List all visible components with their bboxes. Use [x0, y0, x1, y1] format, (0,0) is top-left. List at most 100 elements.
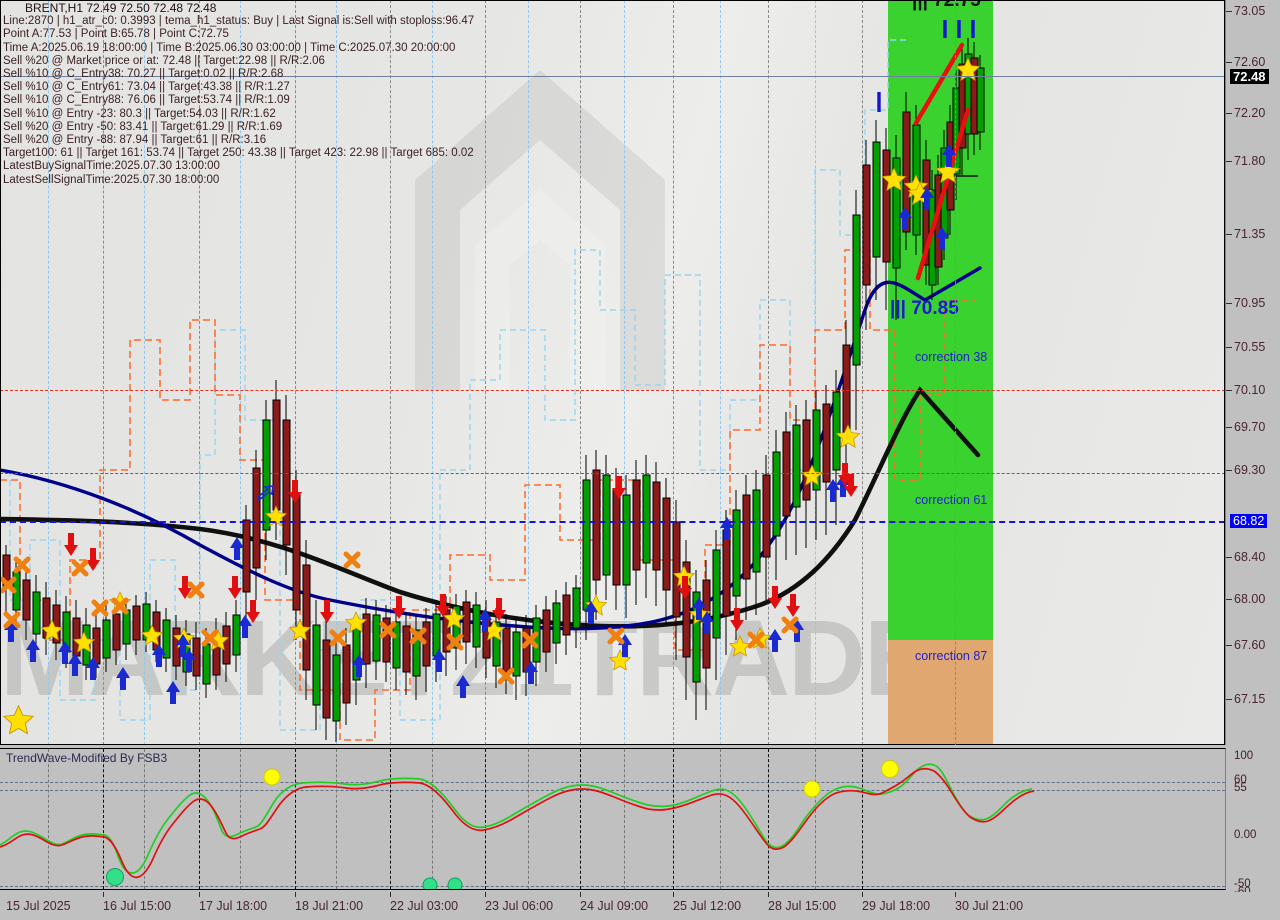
indicator-buy-dot: [422, 877, 438, 889]
info-line: Sell %10 @ Entry -23: 80.3 || Target:54.…: [3, 107, 276, 120]
indicator-scale: 100 60 55 0.00 -50 -60: [1226, 748, 1280, 898]
gridline-v: [768, 0, 769, 745]
fib-level-line: [0, 390, 1225, 391]
price-scale[interactable]: 73.05 72.60 72.20 71.80 71.35 70.95 70.5…: [1226, 0, 1280, 745]
indicator-level-line: [0, 782, 1225, 783]
time-tick-label: 23 Jul 06:00: [485, 899, 554, 913]
info-line: Sell %10 @ C_Entry38: 70.27 || Target:0.…: [3, 68, 284, 81]
price-tick-label: 70.95: [1234, 296, 1266, 310]
correction-38-label: correction 38: [915, 350, 988, 364]
indicator-level-line: [0, 886, 1225, 887]
price-chart-pane[interactable]: MARKETZ1TRADE: [0, 0, 1226, 745]
time-tick-label: 15 Jul 2025: [6, 899, 71, 913]
info-line: Target100: 61 || Target 161: 53.74 || Ta…: [3, 147, 474, 160]
info-line: Sell %10 @ C_Entry61: 73.04 || Target:43…: [3, 81, 290, 94]
indicator-tick-label: 55: [1234, 782, 1247, 794]
price-tick-label: 69.70: [1234, 420, 1266, 434]
indicator-tick-label: -50: [1234, 878, 1251, 890]
info-line: Point A:77.53 | Point B:65.78 | Point C:…: [3, 28, 229, 41]
price-tick-label: 73.05: [1234, 4, 1266, 18]
time-tick-label: 29 Jul 18:00: [862, 899, 931, 913]
gridline-v-session: [528, 0, 529, 745]
indicator-tick-label: 100: [1234, 750, 1254, 762]
gridline-v: [955, 0, 956, 745]
indicator-sell-dot: [803, 780, 821, 798]
gridline-v-session: [336, 0, 337, 745]
correction-61-label: correction 61: [915, 493, 988, 507]
price-tick-label: 68.40: [1234, 550, 1266, 564]
gridline-v: [103, 0, 104, 745]
gridline-v-session: [144, 0, 145, 745]
indicator-graph: [0, 760, 1035, 889]
secondary-price-badge: 68.82: [1230, 514, 1268, 528]
time-tick-label: 24 Jul 09:00: [580, 899, 649, 913]
fib-level-line: [0, 473, 1225, 474]
current-price-badge: 72.48: [1230, 69, 1269, 84]
gridline-v: [673, 0, 674, 745]
indicator-buy-dot: [106, 868, 124, 886]
ma-cross-level-line: [0, 521, 1225, 523]
indicator-title: TrendWave-Modified By FSB3: [6, 751, 168, 765]
info-line: LatestSellSignalTime:2025.07.30 18:00:00: [3, 173, 220, 186]
time-tick-label: 22 Jul 03:00: [390, 899, 459, 913]
sell-arrow-markers: [64, 463, 858, 631]
price-tick-label: 67.60: [1234, 638, 1266, 652]
forecast-zone-tan: [888, 640, 993, 745]
time-scale[interactable]: 15 Jul 2025 16 Jul 15:00 17 Jul 18:00 18…: [0, 892, 1280, 920]
price-tick-label: 69.30: [1234, 463, 1266, 477]
info-line: Line:2870 | h1_atr_c0: 0.3993 | tema_h1_…: [3, 15, 475, 28]
broker-logo-watermark: [415, 70, 665, 390]
gridline-v-session: [240, 0, 241, 745]
time-tick-label: 30 Jul 21:00: [955, 899, 1024, 913]
chart-graphics-overlay: [0, 20, 985, 742]
info-line: Sell %20 @ Market price or at: 72.48 || …: [3, 54, 325, 67]
indicator-sell-dot: [263, 768, 281, 786]
price-tick-label: 70.55: [1234, 340, 1266, 354]
info-line: Sell %10 @ C_Entry88: 76.06 || Target:53…: [3, 94, 290, 107]
price-tick-label: 72.20: [1234, 106, 1266, 120]
gridline-v-session: [432, 0, 433, 745]
current-price-line: [0, 76, 1225, 77]
gridline-v-session: [720, 0, 721, 745]
symbol-ohlc-line: BRENT,H1 72.49 72.50 72.48 72.48: [25, 1, 217, 15]
info-line: Sell %20 @ Entry -50: 83.41 || Target:61…: [3, 120, 283, 133]
gridline-v: [862, 0, 863, 745]
gridline-v: [485, 0, 486, 745]
mid-price-label: ||| 70.85: [890, 298, 959, 319]
ma-black-line: [0, 386, 981, 629]
indicator-tick-label: 60: [1234, 774, 1247, 786]
breakout-arrow-icon: [257, 485, 274, 502]
time-tick-label: 18 Jul 21:00: [295, 899, 364, 913]
gridline-v: [580, 0, 581, 745]
trendwave-fast-line: [0, 763, 1033, 874]
time-tick-label: 28 Jul 15:00: [768, 899, 837, 913]
chart-info-panel: BRENT,H1 72.49 72.50 72.48 72.48 Line:28…: [3, 1, 475, 187]
exit-cross-markers: [0, 551, 799, 685]
indicator-pane[interactable]: TrendWave-Modified By FSB3: [0, 748, 1226, 890]
gridline-v: [199, 0, 200, 745]
indicator-tick-label: 0.00: [1234, 829, 1257, 841]
gridline-v-session: [48, 0, 49, 745]
gridline-v-session: [624, 0, 625, 745]
point-c-price-label: ||| 72.75: [912, 0, 981, 11]
indicator-buy-dot: [447, 877, 463, 889]
info-line: Time A:2025.06.19 18:00:00 | Time B:2025…: [3, 41, 456, 54]
time-tick-label: 17 Jul 18:00: [199, 899, 268, 913]
price-tick-label: 72.60: [1234, 55, 1266, 69]
gridline-v: [295, 0, 296, 745]
price-tick-label: 71.80: [1234, 154, 1266, 168]
info-line: LatestBuySignalTime:2025.07.30 13:00:00: [3, 160, 220, 173]
info-line: Sell %20 @ Entry -88: 87.94 || Target:61…: [3, 134, 267, 147]
indicator-level-line: [0, 790, 1225, 791]
time-tick-label: 25 Jul 12:00: [673, 899, 742, 913]
price-tick-label: 68.00: [1234, 592, 1266, 606]
trendwave-slow-line: [0, 767, 1035, 879]
gridline-v: [390, 0, 391, 745]
price-tick-label: 70.10: [1234, 383, 1266, 397]
price-tick-label: 71.35: [1234, 227, 1266, 241]
price-tick-label: 67.15: [1234, 692, 1266, 706]
correction-87-label: correction 87: [915, 649, 988, 663]
zone-tick-marks: [877, 20, 975, 112]
time-tick-label: 16 Jul 15:00: [103, 899, 172, 913]
